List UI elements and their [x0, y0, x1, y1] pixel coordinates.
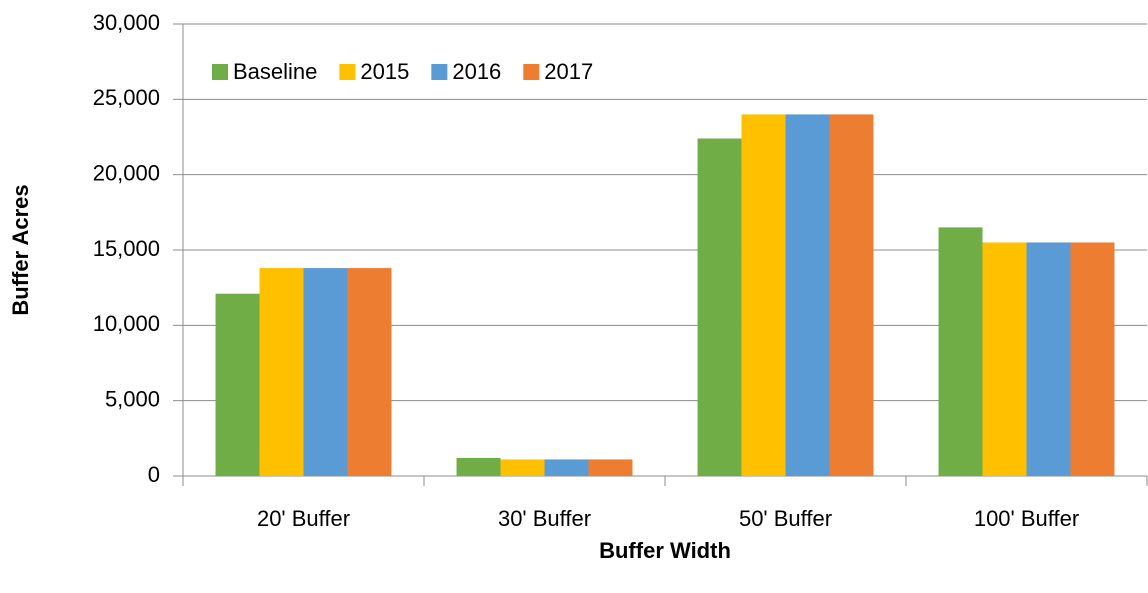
bar — [1026, 242, 1071, 476]
y-tick-label: 10,000 — [93, 311, 160, 336]
bar — [697, 138, 742, 477]
legend-label: 2016 — [452, 59, 501, 84]
bar — [259, 268, 304, 476]
y-tick-label: 20,000 — [93, 160, 160, 185]
legend-swatch — [523, 64, 540, 80]
bar — [982, 242, 1027, 476]
bar — [456, 457, 501, 476]
y-tick-label: 15,000 — [93, 236, 160, 261]
bar — [938, 227, 983, 476]
x-tick-label: 30' Buffer — [498, 506, 591, 531]
y-tick-label: 30,000 — [93, 10, 160, 35]
bar — [588, 459, 633, 476]
legend-swatch — [339, 64, 356, 80]
x-tick-label: 20' Buffer — [257, 506, 350, 531]
legend-label: Baseline — [233, 59, 317, 84]
legend-swatch — [212, 64, 228, 80]
x-axis-title: Buffer Width — [599, 538, 731, 563]
x-tick-label: 100' Buffer — [974, 506, 1079, 531]
legend-label: 2017 — [544, 59, 593, 84]
bar — [829, 114, 874, 477]
y-axis-title: Buffer Acres — [8, 184, 33, 315]
bar — [544, 459, 589, 476]
bar — [785, 114, 830, 477]
bar — [215, 293, 260, 476]
bar — [303, 268, 348, 476]
x-tick-label: 50' Buffer — [739, 506, 832, 531]
bar — [347, 268, 392, 476]
bar — [741, 114, 786, 477]
bar — [500, 459, 545, 476]
y-tick-label: 25,000 — [93, 85, 160, 110]
bar — [1070, 242, 1115, 476]
y-tick-label: 0 — [148, 462, 160, 487]
legend-label: 2015 — [360, 59, 409, 84]
legend-swatch — [431, 64, 448, 80]
y-tick-label: 5,000 — [105, 386, 160, 411]
